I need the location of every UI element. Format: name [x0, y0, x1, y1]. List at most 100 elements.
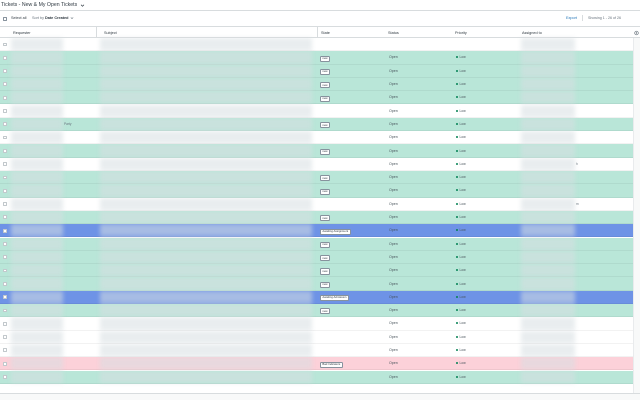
- assignee-cell-redacted[interactable]: [521, 317, 575, 330]
- assignee-cell-redacted[interactable]: [521, 224, 575, 237]
- assignee-cell-redacted[interactable]: [521, 304, 575, 317]
- row-checkbox[interactable]: [3, 135, 7, 140]
- row-checkbox[interactable]: [3, 308, 7, 313]
- table-row[interactable]: Bad Indicators Open Low: [0, 357, 633, 371]
- table-row[interactable]: new Open Low: [0, 250, 633, 265]
- column-header-state[interactable]: State: [321, 30, 330, 35]
- table-row[interactable]: Open Low: [0, 317, 633, 331]
- subject-cell-redacted[interactable]: [100, 104, 312, 117]
- assignee-cell-redacted[interactable]: [521, 330, 575, 343]
- subject-cell-redacted[interactable]: [100, 317, 312, 330]
- subject-cell-redacted[interactable]: [100, 117, 312, 131]
- assignee-cell-redacted[interactable]: [521, 290, 575, 303]
- row-checkbox[interactable]: [3, 228, 7, 233]
- subject-cell-redacted[interactable]: [100, 38, 312, 51]
- assignee-cell-redacted[interactable]: [521, 117, 575, 131]
- subject-cell-redacted[interactable]: [100, 357, 312, 370]
- requester-cell-redacted[interactable]: [11, 91, 63, 104]
- table-row[interactable]: new Open Low: [0, 277, 633, 291]
- assignee-cell-redacted[interactable]: [521, 131, 575, 144]
- row-checkbox[interactable]: [3, 175, 7, 180]
- assignee-cell-redacted[interactable]: [521, 357, 575, 370]
- requester-cell-redacted[interactable]: [11, 144, 63, 157]
- subject-cell-redacted[interactable]: [100, 250, 312, 264]
- requester-cell-redacted[interactable]: [11, 38, 63, 51]
- row-checkbox[interactable]: [3, 82, 7, 87]
- assignee-cell-redacted[interactable]: [521, 197, 575, 210]
- table-row[interactable]: new Open Low: [0, 77, 633, 92]
- row-checkbox[interactable]: [3, 55, 7, 60]
- view-title[interactable]: Tickets - New & My Open Tickets: [1, 2, 78, 8]
- requester-cell-redacted[interactable]: [11, 304, 63, 317]
- requester-cell-redacted[interactable]: [11, 64, 63, 77]
- subject-cell-redacted[interactable]: [100, 144, 312, 157]
- assignee-cell-redacted[interactable]: [521, 104, 575, 117]
- row-checkbox[interactable]: [3, 162, 7, 167]
- subject-cell-redacted[interactable]: [100, 237, 312, 250]
- subject-cell-redacted[interactable]: [100, 370, 312, 383]
- column-header-subject[interactable]: Subject: [104, 30, 117, 35]
- requester-cell-redacted[interactable]: [11, 197, 63, 210]
- requester-cell-redacted[interactable]: [11, 290, 63, 303]
- requester-cell-redacted[interactable]: [11, 343, 63, 357]
- row-checkbox[interactable]: [3, 361, 7, 366]
- row-checkbox[interactable]: [3, 69, 7, 73]
- subject-cell-redacted[interactable]: [100, 184, 312, 197]
- row-checkbox[interactable]: [3, 42, 7, 47]
- requester-cell-redacted[interactable]: [11, 357, 63, 370]
- requester-cell-redacted[interactable]: [11, 250, 63, 264]
- table-row[interactable]: Open Low h: [0, 157, 633, 171]
- subject-cell-redacted[interactable]: [100, 77, 312, 91]
- table-row[interactable]: new Open Low: [0, 237, 633, 251]
- row-checkbox[interactable]: [3, 215, 7, 220]
- row-checkbox[interactable]: [3, 148, 7, 153]
- table-row[interactable]: Open Low: [0, 343, 633, 358]
- subject-cell-redacted[interactable]: [100, 210, 312, 224]
- row-checkbox[interactable]: [3, 122, 7, 127]
- select-all-label[interactable]: Select all: [11, 16, 27, 21]
- requester-cell-redacted[interactable]: [11, 104, 63, 117]
- requester-cell-redacted[interactable]: [11, 264, 63, 277]
- requester-cell-redacted[interactable]: [11, 277, 63, 290]
- table-row[interactable]: Open Low: [0, 370, 633, 384]
- row-checkbox[interactable]: [3, 281, 7, 286]
- table-row[interactable]: Open Low m: [0, 197, 633, 211]
- subject-cell-redacted[interactable]: [100, 171, 312, 184]
- requester-cell-redacted[interactable]: [11, 210, 63, 224]
- requester-cell-redacted[interactable]: [11, 171, 63, 184]
- scrollbar-track[interactable]: [633, 38, 640, 393]
- subject-cell-redacted[interactable]: [100, 343, 312, 357]
- column-header-requester[interactable]: Requester: [13, 30, 31, 35]
- row-checkbox[interactable]: [3, 268, 7, 273]
- assignee-cell-redacted[interactable]: [521, 38, 575, 51]
- row-checkbox[interactable]: [3, 375, 7, 379]
- subject-cell-redacted[interactable]: [100, 290, 312, 303]
- requester-cell-redacted[interactable]: [11, 330, 63, 343]
- assignee-cell-redacted[interactable]: [521, 51, 575, 64]
- table-row[interactable]: Open Low: [0, 131, 633, 145]
- row-checkbox[interactable]: [3, 321, 7, 326]
- assignee-cell-redacted[interactable]: [521, 250, 575, 264]
- row-checkbox[interactable]: [3, 95, 7, 100]
- table-row[interactable]: new Open Low: [0, 91, 633, 105]
- assignee-cell-redacted[interactable]: [521, 237, 575, 250]
- subject-cell-redacted[interactable]: [100, 277, 312, 290]
- requester-cell-redacted[interactable]: [11, 77, 63, 91]
- requester-cell-redacted[interactable]: [11, 131, 63, 144]
- table-row[interactable]: new Open Low: [0, 144, 633, 158]
- assignee-cell-redacted[interactable]: [521, 77, 575, 91]
- requester-cell-redacted[interactable]: [11, 317, 63, 330]
- table-row[interactable]: Open Low: [0, 330, 633, 344]
- row-checkbox[interactable]: [3, 188, 7, 193]
- requester-cell-redacted[interactable]: [11, 51, 63, 64]
- subject-cell-redacted[interactable]: [100, 131, 312, 144]
- table-row[interactable]: new Open Low: [0, 64, 633, 78]
- assignee-cell-redacted[interactable]: [521, 64, 575, 77]
- table-row[interactable]: new Open Low: [0, 304, 633, 318]
- row-checkbox[interactable]: [3, 242, 7, 246]
- column-header-status[interactable]: Status: [388, 30, 399, 35]
- table-row[interactable]: Awaiting Assignment Open Low: [0, 224, 633, 238]
- requester-cell-redacted[interactable]: [11, 224, 63, 237]
- row-checkbox[interactable]: [3, 109, 7, 113]
- select-all-checkbox[interactable]: [3, 16, 7, 21]
